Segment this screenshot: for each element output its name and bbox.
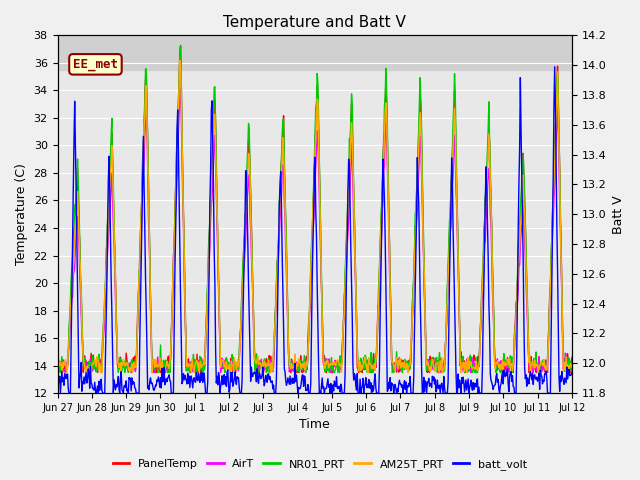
Y-axis label: Temperature (C): Temperature (C)	[15, 163, 28, 265]
Y-axis label: Batt V: Batt V	[612, 195, 625, 234]
Text: EE_met: EE_met	[73, 58, 118, 71]
Legend: PanelTemp, AirT, NR01_PRT, AM25T_PRT, batt_volt: PanelTemp, AirT, NR01_PRT, AM25T_PRT, ba…	[108, 455, 532, 474]
X-axis label: Time: Time	[300, 419, 330, 432]
Title: Temperature and Batt V: Temperature and Batt V	[223, 15, 406, 30]
Bar	[58, 36, 572, 70]
